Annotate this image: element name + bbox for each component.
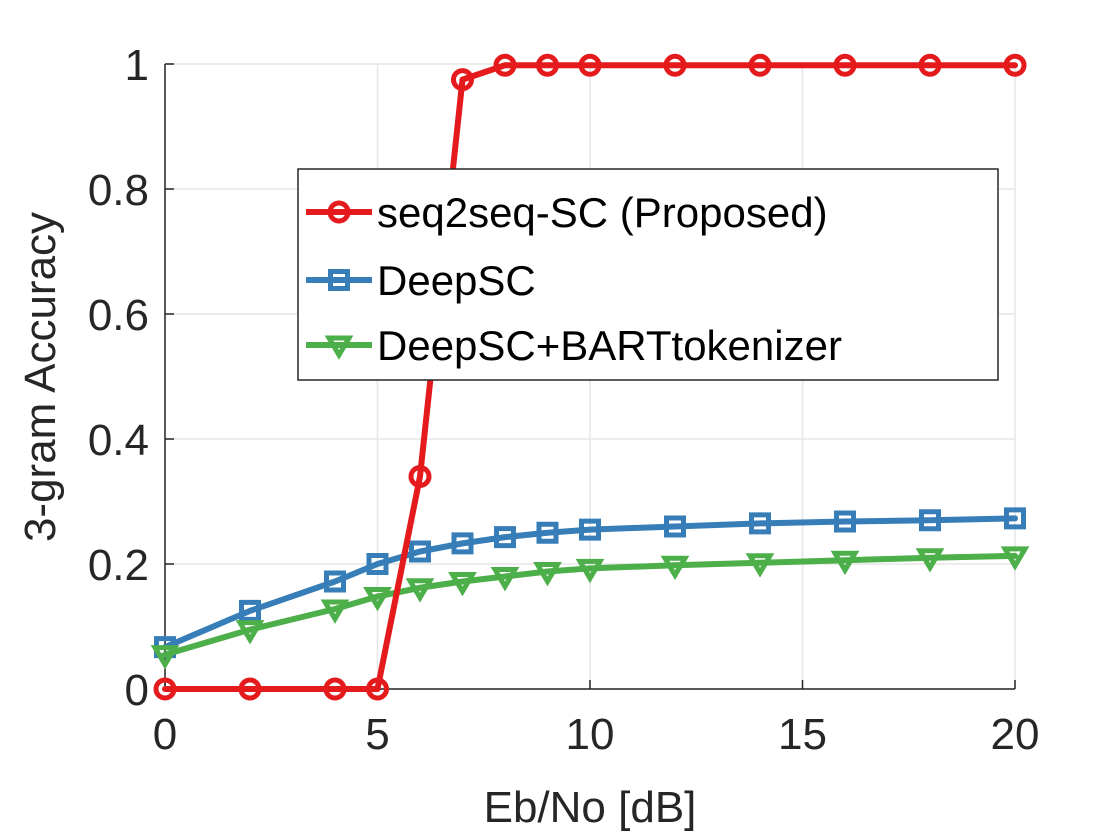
data-point [239, 599, 261, 622]
legend-label-deepsc-bart: DeepSC+BARTtokenizer [377, 322, 842, 369]
legend-entry-deepsc: DeepSC [306, 257, 536, 304]
data-point [323, 677, 347, 701]
data-point [451, 68, 474, 92]
data-point [664, 515, 686, 538]
data-point [660, 555, 690, 581]
data-point [153, 677, 177, 701]
data-point [579, 518, 601, 541]
legend-marker-shape [327, 200, 351, 224]
legend-marker-seq2seq [327, 200, 351, 224]
y-tick-label: 0.6 [88, 291, 149, 340]
y-tick-label: 1 [125, 41, 149, 90]
legend-marker-deepsc-bart [324, 335, 354, 360]
data-point [494, 526, 516, 549]
data-point [448, 572, 477, 597]
x-tick-label: 0 [153, 710, 177, 759]
legend-marker-shape [328, 269, 350, 291]
data-point [915, 548, 945, 573]
data-point [238, 677, 262, 701]
data-point [834, 510, 856, 533]
data-point [533, 562, 562, 587]
data-point [320, 599, 350, 624]
data-point [451, 532, 474, 555]
x-tick-label: 10 [566, 710, 615, 759]
x-tick-label: 20 [991, 710, 1040, 759]
legend: seq2seq-SC (Proposed) DeepSC DeepSC+BART… [297, 168, 999, 381]
y-tick-label: 0.2 [88, 541, 149, 590]
x-tick-label: 15 [778, 710, 827, 759]
data-point [749, 512, 771, 535]
data-point [490, 567, 520, 592]
y-tick-labels: 0 0.2 0.4 0.6 0.8 1 [88, 41, 149, 715]
data-point [663, 53, 687, 77]
series-2 [150, 546, 1030, 670]
data-point [1004, 507, 1026, 530]
y-tick-label: 0.4 [88, 416, 149, 465]
data-point [235, 620, 265, 645]
data-point [919, 509, 941, 532]
data-point [366, 553, 389, 575]
data-point [366, 677, 389, 701]
legend-marker-shape [324, 335, 354, 360]
y-tick-label: 0.8 [88, 166, 149, 215]
data-point [833, 53, 857, 77]
legend-marker-deepsc [328, 269, 350, 291]
y-tick-label: 0 [125, 666, 149, 715]
data-point [408, 465, 432, 488]
y-axis-label: 3-gram Accuracy [16, 212, 65, 542]
series-group [150, 53, 1030, 701]
data-point [536, 521, 559, 544]
data-point [363, 587, 392, 612]
series-0 [153, 53, 1027, 701]
legend-label-seq2seq: seq2seq-SC (Proposed) [377, 189, 828, 236]
data-point [150, 645, 180, 670]
legend-entry-seq2seq: seq2seq-SC (Proposed) [306, 189, 828, 236]
data-point [493, 53, 517, 77]
data-point [830, 550, 860, 576]
series-1 [154, 507, 1026, 659]
x-tick-label: 5 [365, 710, 389, 759]
x-tick-labels: 0 5 10 15 20 [153, 710, 1040, 759]
data-point [324, 570, 346, 593]
data-point [536, 53, 559, 77]
data-point [578, 53, 602, 77]
data-point [748, 53, 772, 77]
legend-box [297, 168, 999, 381]
data-point [405, 578, 435, 603]
data-point [409, 540, 431, 563]
legend-label-deepsc: DeepSC [377, 257, 536, 304]
data-point [1000, 546, 1030, 571]
data-point [1003, 53, 1027, 77]
x-axis-label: Eb/No [dB] [484, 783, 697, 832]
legend-entry-deepsc-bart: DeepSC+BARTtokenizer [306, 322, 842, 369]
data-point [745, 553, 775, 578]
data-point [575, 558, 605, 584]
data-point [918, 53, 942, 77]
